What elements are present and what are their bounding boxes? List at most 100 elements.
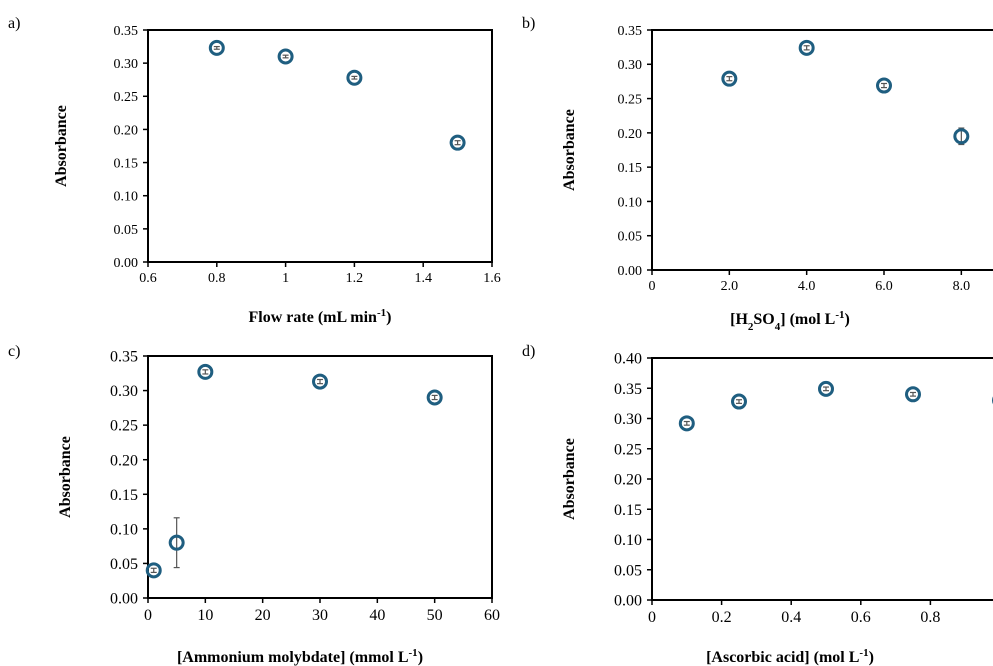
y-tick-label: 0.20 bbox=[614, 472, 642, 489]
panel-label: b) bbox=[522, 15, 535, 32]
data-point bbox=[818, 380, 834, 397]
y-tick-label: 0.00 bbox=[110, 591, 138, 608]
y-tick-label: 0.10 bbox=[614, 532, 642, 549]
marker bbox=[277, 48, 294, 65]
x-tick-label: 30 bbox=[312, 607, 328, 624]
data-point bbox=[346, 69, 363, 86]
y-tick-label: 0.05 bbox=[614, 562, 642, 579]
x-tick-label: 40 bbox=[369, 607, 385, 624]
marker bbox=[731, 393, 747, 410]
data-point bbox=[197, 363, 214, 380]
y-tick-label: 0.00 bbox=[114, 256, 139, 271]
marker bbox=[721, 70, 738, 87]
y-tick-label: 0.20 bbox=[110, 452, 138, 469]
x-tick-label: 0.6 bbox=[139, 271, 157, 286]
panel-label: a) bbox=[8, 15, 20, 32]
y-axis-title: Absorbance bbox=[561, 438, 578, 520]
data-point bbox=[721, 70, 738, 87]
y-tick-label: 0.15 bbox=[114, 156, 139, 171]
y-tick-label: 0.05 bbox=[618, 230, 643, 245]
data-point bbox=[426, 389, 443, 406]
y-tick-label: 0.10 bbox=[618, 195, 643, 210]
y-tick-label: 0.40 bbox=[614, 351, 642, 368]
marker bbox=[346, 69, 363, 86]
x-axis-title: [Ascorbic acid] (mol L-1) bbox=[706, 647, 874, 666]
y-axis-title: Absorbance bbox=[561, 109, 578, 191]
y-tick-label: 0.20 bbox=[114, 123, 139, 138]
x-tick-label: 0 bbox=[144, 607, 152, 624]
y-tick-label: 0.20 bbox=[618, 127, 643, 142]
data-point bbox=[145, 562, 162, 579]
x-tick-label: 0.8 bbox=[920, 609, 940, 626]
plot-frame bbox=[147, 29, 493, 263]
x-tick-label: 0.6 bbox=[851, 609, 871, 626]
y-tick-label: 0.25 bbox=[110, 418, 138, 435]
x-tick-label: 0.2 bbox=[712, 609, 732, 626]
data-point bbox=[449, 134, 466, 151]
chart-panel-d: d) 0.00 0.05 0.10 0.15 0.20 0.25 0.30 0.35 0.40 0 0… bbox=[522, 343, 993, 666]
y-tick-label: 0.05 bbox=[114, 223, 139, 238]
y-tick-label: 0.30 bbox=[618, 58, 643, 73]
x-axis-title: [Ammonium molybdate] (mmol L-1) bbox=[177, 647, 423, 666]
y-tick-label: 0.35 bbox=[614, 381, 642, 398]
y-tick-label: 0.15 bbox=[110, 487, 138, 504]
marker bbox=[905, 386, 921, 403]
x-tick-label: 2.0 bbox=[721, 279, 739, 294]
plot-frame bbox=[651, 29, 993, 271]
marker bbox=[208, 39, 225, 56]
x-tick-label: 0.4 bbox=[781, 609, 801, 626]
y-tick-label: 0.15 bbox=[618, 161, 643, 176]
marker bbox=[798, 39, 815, 56]
y-tick-label: 0.30 bbox=[614, 411, 642, 428]
y-tick-label: 0.35 bbox=[110, 349, 138, 366]
marker bbox=[953, 128, 970, 145]
marker bbox=[426, 389, 443, 406]
x-tick-label: 0 bbox=[649, 279, 656, 294]
y-tick-label: 0.10 bbox=[114, 190, 139, 205]
data-point bbox=[168, 517, 185, 569]
x-tick-label: 1 bbox=[282, 271, 289, 286]
marker bbox=[818, 380, 834, 397]
x-tick-label: 4.0 bbox=[798, 279, 816, 294]
data-point bbox=[731, 393, 747, 410]
x-tick-label: 6.0 bbox=[875, 279, 893, 294]
marker bbox=[449, 134, 466, 151]
marker bbox=[168, 534, 185, 551]
x-tick-label: 20 bbox=[255, 607, 271, 624]
y-tick-label: 0.25 bbox=[618, 92, 643, 107]
data-point bbox=[876, 77, 892, 94]
chart-panel-a: a) 0.00 0.05 0.10 0.15 0.20 0.25 0.30 0.35 0.6 0.8… bbox=[8, 15, 501, 326]
y-tick-label: 0.05 bbox=[110, 556, 138, 573]
x-tick-label: 1.4 bbox=[414, 271, 432, 286]
data-point bbox=[277, 48, 294, 65]
marker bbox=[876, 77, 892, 94]
panel-label: d) bbox=[522, 343, 535, 360]
y-tick-label: 0.30 bbox=[114, 57, 139, 72]
y-tick-label: 0.35 bbox=[618, 24, 643, 39]
y-tick-label: 0.00 bbox=[618, 264, 643, 279]
panel-label: c) bbox=[8, 343, 20, 360]
x-axis-title: Flow rate (mL min-1) bbox=[249, 307, 392, 326]
marker bbox=[145, 562, 162, 579]
x-tick-label: 0 bbox=[648, 609, 656, 626]
data-point bbox=[905, 386, 921, 403]
chart-panel-b: b) 0.00 0.05 0.10 0.15 0.20 0.25 0.30 0.35 0 2.0 4.… bbox=[522, 15, 993, 333]
marker bbox=[312, 373, 328, 390]
y-tick-label: 0.10 bbox=[110, 521, 138, 538]
x-tick-label: 60 bbox=[484, 607, 500, 624]
y-tick-label: 0.15 bbox=[614, 502, 642, 519]
x-tick-label: 50 bbox=[427, 607, 443, 624]
x-tick-label: 0.8 bbox=[208, 271, 226, 286]
chart-panel-c: c) 0.00 0.05 0.10 0.15 0.20 0.25 0.30 0.35 0 10 20 3… bbox=[8, 343, 500, 666]
x-axis-title: [H2SO4] (mol L-1) bbox=[730, 309, 850, 333]
x-tick-label: 1.6 bbox=[483, 271, 501, 286]
y-tick-label: 0.25 bbox=[114, 90, 139, 105]
data-point bbox=[208, 39, 225, 56]
y-tick-label: 0.30 bbox=[110, 383, 138, 400]
x-tick-label: 10 bbox=[197, 607, 213, 624]
y-tick-label: 0.00 bbox=[614, 593, 642, 610]
y-tick-label: 0.35 bbox=[114, 24, 139, 39]
data-point bbox=[678, 415, 695, 432]
data-point bbox=[312, 373, 328, 390]
